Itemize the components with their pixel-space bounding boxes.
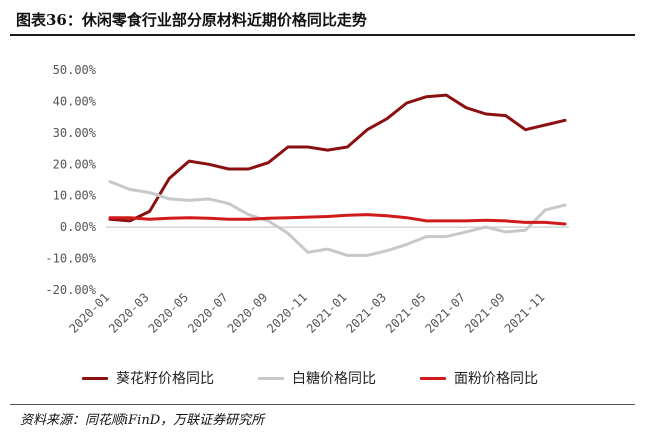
x-tick-label: 2020-11 [264,290,310,336]
legend-label-sugar: 白糖价格同比 [292,371,376,387]
footer-divider [10,404,635,405]
title-bar: 图表36：休闲零食行业部分原材料近期价格同比走势 [10,4,635,36]
y-tick-label: 50.00% [53,63,97,77]
x-tick-label: 2020-07 [185,290,231,336]
series-line-sugar [108,180,567,257]
x-tick-label: 2021-07 [423,290,469,336]
legend: 葵花籽价格同比 白糖价格同比 面粉价格同比 [0,368,645,388]
x-tick-label: 2021-09 [462,290,508,336]
legend-item-flour: 面粉价格同比 [420,368,538,388]
legend-label-sunflower: 葵花籽价格同比 [116,371,214,387]
series-line-sunflower [108,93,567,223]
series-line-flour [108,213,567,226]
legend-label-flour: 面粉价格同比 [454,371,538,387]
x-tick-label: 2020-09 [225,290,271,336]
legend-swatch-sunflower [82,376,108,380]
line-chart: 50.00% 40.00% 30.00% 20.00% 10.00% 0.00% -10.0… [45,63,569,336]
legend-item-sugar: 白糖价格同比 [258,368,376,388]
x-tick-label: 2020-03 [106,290,152,336]
y-tick-label: -20.00% [45,283,96,297]
y-tick-label: 20.00% [53,157,97,171]
y-tick-label: 40.00% [53,94,97,108]
x-tick-label: 2021-01 [304,290,350,336]
legend-item-sunflower: 葵花籽价格同比 [82,368,214,388]
x-tick-label: 2021-05 [383,290,429,336]
legend-swatch-sugar [258,376,284,380]
x-tick-label: 2020-05 [146,290,192,336]
y-tick-label: 0.00% [60,220,97,234]
y-tick-label: 30.00% [53,126,97,140]
x-tick-label: 2021-03 [343,290,389,336]
legend-swatch-flour [420,376,446,380]
chart-title: 图表36：休闲零食行业部分原材料近期价格同比走势 [16,11,367,29]
x-tick-label: 2021-11 [502,290,548,336]
y-tick-label: 10.00% [53,189,97,203]
y-tick-label: -10.00% [45,252,96,266]
x-tick-label: 2020-01 [66,290,112,336]
source-note: 资料来源：同花顺iFinD，万联证券研究所 [20,413,265,428]
